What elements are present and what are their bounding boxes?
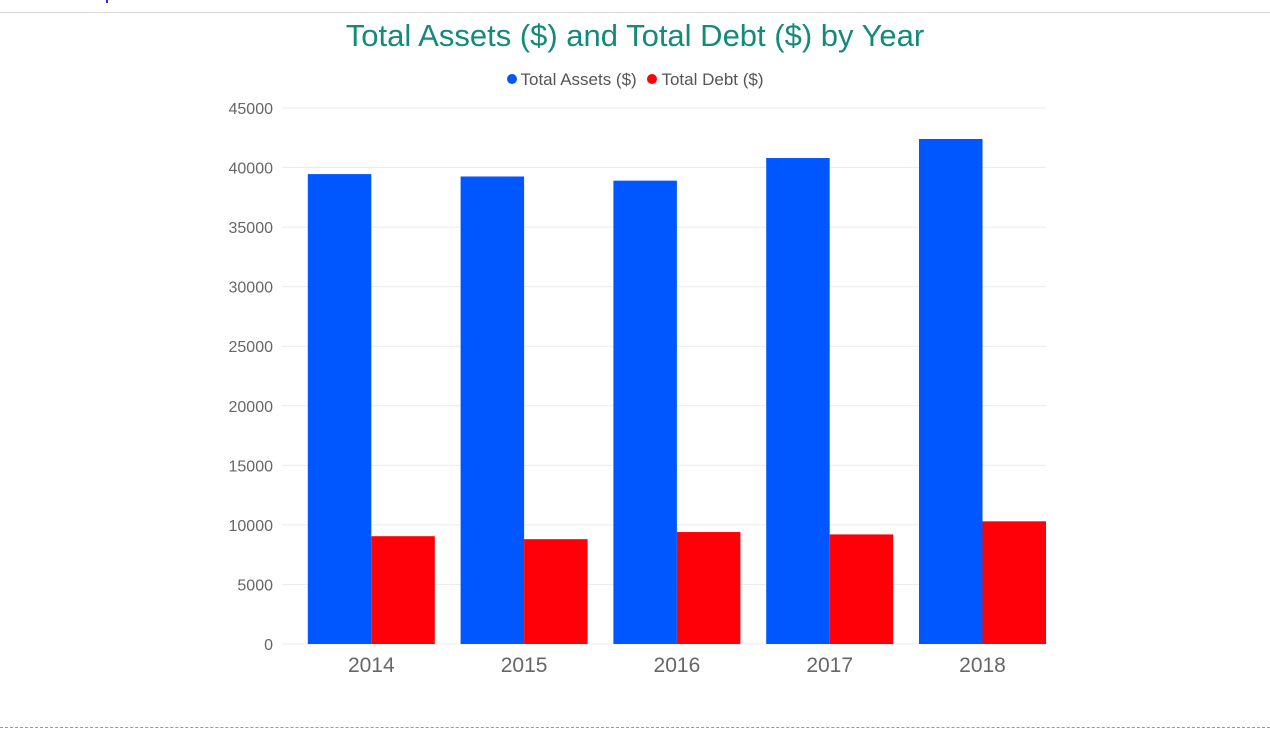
bottom-divider [0,727,1270,728]
legend-item-total-assets[interactable]: Total Assets ($) [506,69,637,91]
bar-total-assets [766,158,830,644]
bar-total-debt [982,521,1046,644]
y-tick-label: 10000 [229,518,274,535]
y-tick-label: 20000 [229,399,274,416]
bar-total-debt [371,536,435,644]
bar-total-assets [613,180,677,644]
y-tick-label: 40000 [229,161,274,178]
bar-total-debt [676,532,741,644]
y-tick-label: 5000 [237,577,273,594]
legend-swatch-total-assets [506,74,517,84]
chart-legend: Total Assets ($) Total Debt ($) [0,69,1270,91]
y-tick-label: 15000 [229,458,274,475]
bar-total-debt [829,534,894,644]
x-tick-label: 2018 [959,654,1006,677]
legend-label-total-assets: Total Assets ($) [520,70,637,89]
bar-total-assets [460,176,525,644]
x-tick-label: 2016 [654,654,701,677]
bar-total-debt [524,539,588,644]
x-tick-label: 2014 [348,654,395,677]
bar-total-assets [307,174,372,644]
chart-title: Total Assets ($) and Total Debt ($) by Y… [345,18,925,53]
legend-label-total-debt: Total Debt ($) [661,70,764,89]
x-tick-label: 2017 [806,654,853,677]
x-tick-label: 2015 [501,654,548,677]
top-divider [0,12,1270,13]
y-tick-label: 30000 [229,280,274,297]
y-tick-label: 0 [264,637,273,654]
top-edge-mark [106,0,108,3]
legend-swatch-total-debt [647,74,658,84]
bar-total-assets [919,138,983,645]
y-tick-label: 45000 [229,101,274,118]
legend-item-total-debt[interactable]: Total Debt ($) [647,69,764,91]
y-tick-label: 35000 [229,220,274,237]
y-tick-label: 25000 [229,339,274,356]
